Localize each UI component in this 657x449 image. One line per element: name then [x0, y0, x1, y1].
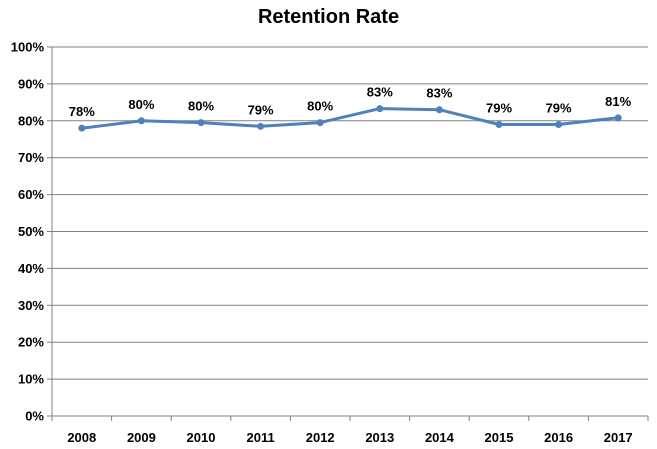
- data-point: [137, 117, 145, 125]
- y-tick-label: 80%: [18, 113, 44, 128]
- data-label: 80%: [307, 99, 333, 114]
- y-tick-label: 60%: [18, 187, 44, 202]
- data-point: [197, 119, 205, 127]
- series-line: [81, 107, 619, 130]
- y-tick-label: 90%: [18, 76, 44, 91]
- x-tick-label: 2014: [425, 430, 455, 445]
- data-point: [614, 114, 622, 122]
- y-tick-label: 50%: [18, 224, 44, 239]
- data-label: 79%: [546, 100, 572, 115]
- y-tick-label: 0%: [25, 409, 44, 424]
- data-label: 83%: [367, 85, 393, 100]
- data-point: [376, 105, 384, 113]
- x-tick-label: 2011: [246, 430, 274, 445]
- x-tick-label: 2010: [187, 430, 216, 445]
- data-point: [495, 120, 503, 128]
- y-tick-label: 70%: [18, 150, 44, 165]
- data-label: 80%: [188, 99, 214, 114]
- x-tick-label: 2012: [306, 430, 335, 445]
- data-point: [555, 120, 563, 128]
- x-tick-label: 2016: [544, 430, 573, 445]
- data-label: 78%: [69, 104, 95, 119]
- y-tick-label: 20%: [18, 335, 44, 350]
- x-tick-label: 2008: [67, 430, 96, 445]
- x-tick-label: 2015: [485, 430, 514, 445]
- data-label: 79%: [486, 100, 512, 115]
- y-tick-label: 100%: [11, 40, 45, 55]
- data-point: [257, 122, 265, 130]
- data-point: [78, 124, 86, 132]
- y-tick-label: 40%: [18, 261, 44, 276]
- data-label: 83%: [426, 86, 452, 101]
- y-tick-label: 10%: [18, 372, 44, 387]
- x-tick-label: 2009: [127, 430, 156, 445]
- x-tick-label: 2017: [604, 430, 633, 445]
- data-label: 79%: [248, 102, 274, 117]
- data-point: [316, 119, 324, 127]
- data-label: 80%: [128, 97, 154, 112]
- data-point: [435, 106, 443, 114]
- y-tick-label: 30%: [18, 298, 44, 313]
- chart-title: Retention Rate: [257, 6, 400, 28]
- x-tick-label: 2013: [365, 430, 394, 445]
- data-label: 81%: [605, 94, 631, 109]
